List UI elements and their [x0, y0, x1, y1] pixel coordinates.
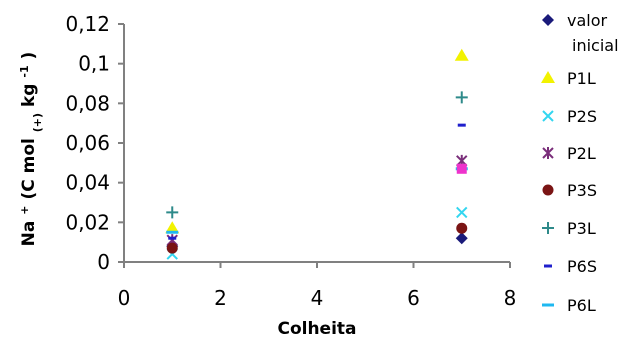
- legend-item: P2L: [542, 144, 596, 163]
- data-point-p6l: [166, 230, 179, 234]
- legend-item: P3S: [542, 181, 597, 200]
- legend-marker: [542, 184, 554, 196]
- data-point-p3s: [166, 242, 178, 254]
- legend-label: P3L: [567, 219, 596, 238]
- legend-marker: [542, 147, 554, 159]
- data-point-p6s: [457, 123, 466, 127]
- legend-item: valor inicial: [542, 11, 619, 55]
- plot-area: 0 2 4 6 8 0 0,02 0,04 0,06 0,08 0,1 0,12: [65, 12, 516, 310]
- y-tick-label: 0,04: [65, 171, 110, 195]
- y-tick-label: 0,12: [65, 12, 110, 36]
- x-tick-label: 4: [311, 286, 324, 310]
- y-tick-label: 0,1: [78, 52, 110, 76]
- x-tick-label: 2: [214, 286, 227, 310]
- data-point-p3l: [455, 91, 468, 104]
- y-label-sub: (+): [31, 113, 44, 132]
- legend-marker: [542, 222, 554, 234]
- legend-marker: [542, 303, 554, 307]
- legend-marker: [541, 71, 555, 83]
- x-tick-label: 8: [504, 286, 517, 310]
- legend-marker: [544, 264, 552, 268]
- legend-marker: [542, 110, 554, 122]
- legend-label: P2S: [567, 107, 597, 126]
- y-tick-label: 0: [97, 250, 110, 274]
- y-ticks: 0 0,02 0,04 0,06 0,08 0,1 0,12: [65, 12, 124, 274]
- y-label-end: ): [19, 52, 39, 60]
- data-point-extra: [456, 163, 467, 174]
- data-points: [165, 48, 469, 260]
- legend-label: P3S: [567, 181, 597, 200]
- legend-label: P6L: [567, 296, 596, 315]
- y-label-sup1: +: [18, 205, 31, 214]
- legend-marker: [542, 14, 554, 26]
- legend-item: P6L: [542, 296, 596, 315]
- y-label-sup2: -1: [18, 65, 31, 77]
- data-point-p6s: [168, 236, 177, 240]
- y-label-base: Na: [19, 221, 39, 247]
- legend-label: P1L: [567, 69, 596, 88]
- legend: valor inicial P1L P2S P2L P3S P3L P6S P6L: [541, 11, 619, 315]
- y-tick-label: 0,06: [65, 131, 110, 155]
- legend-item: P3L: [542, 219, 596, 238]
- x-axis-label: Colheita: [277, 319, 356, 338]
- legend-item: P1L: [541, 69, 596, 88]
- legend-item: P6S: [544, 257, 597, 276]
- x-tick-label: 6: [407, 286, 420, 310]
- legend-label: P6S: [567, 257, 597, 276]
- x-ticks: 0 2 4 6 8: [118, 262, 517, 310]
- data-point-p1l: [165, 221, 180, 234]
- y-label-mid: (C mol: [19, 138, 39, 199]
- legend-label: P2L: [567, 144, 596, 163]
- y-tick-label: 0,08: [65, 91, 110, 115]
- x-tick-label: 0: [118, 286, 131, 310]
- y-tick-label: 0,02: [65, 210, 110, 234]
- data-point-p2s: [456, 206, 468, 219]
- data-point-valor-inicial: [455, 232, 468, 245]
- y-label-mid2: kg: [19, 84, 39, 107]
- svg-text:Na + (C mol: Na + (C mol (+) kg -1 ): [18, 52, 44, 247]
- data-point-p3l: [166, 206, 179, 219]
- data-point-p3s: [456, 222, 468, 234]
- legend-item: P2S: [542, 107, 597, 126]
- y-axis-label: Na + (C mol (+) kg -1 ): [18, 52, 44, 247]
- legend-label: valor: [567, 11, 608, 30]
- legend-label: inicial: [572, 36, 619, 55]
- data-point-p1l: [454, 48, 469, 61]
